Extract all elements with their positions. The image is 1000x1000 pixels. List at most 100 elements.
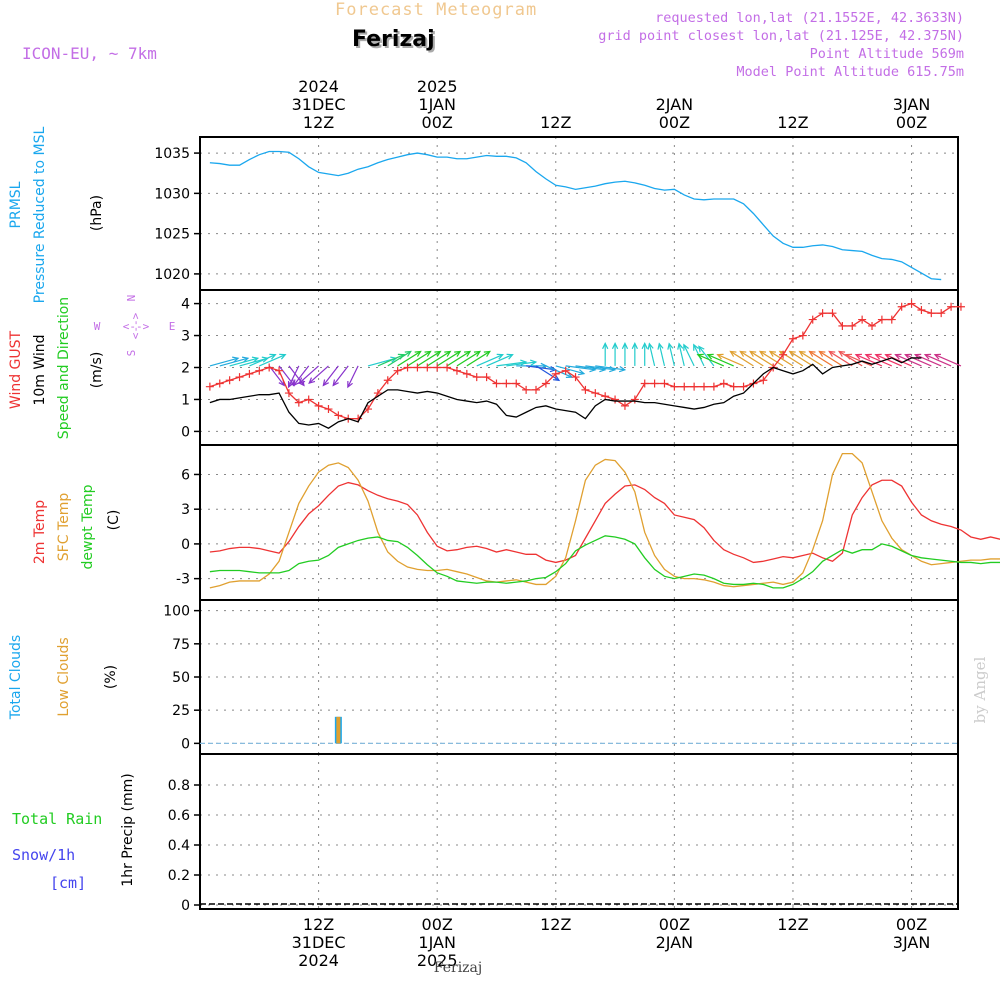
wind-gust-point [680, 382, 689, 391]
temperature-ytick-label: 3 [181, 502, 190, 518]
pressure-label-unit: (hPa) [89, 195, 105, 231]
wind-direction-arrowhead [808, 350, 816, 357]
wind-direction-arrowhead [647, 342, 654, 350]
wind-direction-arrowhead [577, 369, 586, 376]
wind-ytick-label: 1 [181, 392, 190, 408]
wind-direction-arrow [759, 350, 784, 367]
wind-direction-arrow [905, 354, 932, 367]
wind-direction-arrow [417, 350, 441, 367]
temperature-ytick-label: 0 [181, 537, 190, 553]
wind-direction-arrow [288, 365, 300, 388]
wind-label-unit: (m/s) [89, 352, 105, 389]
wind-direction-arrowhead [308, 377, 316, 385]
time-axis-bottom-label: 12Z [540, 915, 571, 934]
wind-gust-line [209, 302, 961, 420]
wind-direction-arrow [885, 354, 912, 367]
precipitation-ytick-label: 0.8 [168, 778, 190, 794]
wind-gust-point [917, 305, 926, 314]
wind-gust-point [225, 376, 234, 385]
temperature-panel: -3 0 3 6 [176, 444, 959, 601]
wind-direction-arrow [565, 365, 596, 371]
wind-gust-point [205, 382, 214, 391]
wind-direction-arrow [855, 354, 883, 367]
wind-gust-point [798, 331, 807, 340]
wind-direction-arrow [698, 346, 715, 367]
wind-direction-arrow [476, 354, 503, 367]
clouds-ytick-label: 75 [172, 637, 190, 653]
wind-direction-arrowhead [292, 379, 300, 387]
time-axis-bottom-label: 12Z [777, 915, 808, 934]
wind-direction-arrow [845, 354, 873, 367]
precipitation-ytick-label: 0.6 [168, 808, 190, 824]
wind-gust-point [284, 389, 293, 398]
precip-legend-snow: Snow/1h [12, 846, 75, 864]
wind-direction-arrow [446, 350, 471, 367]
wind-direction-arrow [535, 365, 560, 381]
point-altitude: Point Altitude 569m [809, 46, 964, 62]
wind-direction-arrowhead [602, 342, 609, 350]
wind-gust-point [877, 315, 886, 324]
temperature-frame [199, 444, 959, 601]
wind-gust-point [334, 411, 343, 420]
time-axis-top-label: 2025 [417, 77, 458, 96]
wind-direction-arrow [575, 365, 606, 371]
wind-direction-arrow [924, 354, 952, 367]
wind-direction-arrow [668, 343, 675, 367]
wind-direction-arrowhead [683, 343, 689, 351]
wind-direction-arrowhead [798, 350, 806, 357]
requested-coords: requested lon,lat (21.1552E, 42.3633N) [655, 10, 964, 26]
time-axis-bottom-label: 2025 [417, 951, 458, 970]
wind-gust-point [868, 321, 877, 330]
wind-direction-arrowhead [552, 374, 561, 382]
time-axis-top-label: 31DEC [292, 95, 346, 114]
precipitation-ytick-label: 0 [181, 898, 190, 914]
wind-ytick-label: 3 [181, 329, 190, 345]
wind-direction-arrow [229, 357, 258, 367]
wind-gust-point [571, 373, 580, 382]
wind-direction-arrow [436, 350, 461, 367]
wind-direction-arrow [526, 365, 556, 371]
time-axis-bottom-label: 1JAN [418, 933, 456, 952]
precip-legend-rain: Total Rain [12, 810, 102, 828]
wind-direction-arrow [934, 354, 962, 367]
wind-direction-arrowhead [894, 353, 902, 360]
temp-label-sfc: SFC Temp [56, 493, 72, 562]
wind-gust-point [215, 379, 224, 388]
compass-east: E [169, 320, 176, 333]
clouds-ytick-label: 50 [172, 670, 190, 686]
wind-gust-point [235, 373, 244, 382]
wind-direction-arrow [799, 350, 823, 367]
wind-gust-point [729, 382, 738, 391]
wind-gust-point [897, 302, 906, 311]
temp-series-0 [209, 479, 1000, 564]
wind-direction-arrow [838, 350, 863, 367]
wind-gust-point [423, 363, 432, 372]
wind-direction-arrowhead [424, 350, 432, 357]
wind-direction-arrow [456, 350, 481, 367]
wind-gust-point [947, 302, 956, 311]
wind-gust-point [245, 369, 254, 378]
clouds-ytick-label: 25 [172, 703, 190, 719]
wind-direction-arrow [585, 365, 616, 371]
wind-direction-arrow [259, 354, 286, 367]
wind-direction-arrow [828, 350, 853, 367]
wind-ytick-label: 4 [181, 297, 190, 313]
wind-gust-point [779, 350, 788, 359]
wind-gust-point [532, 385, 541, 394]
compass-west: W [94, 320, 101, 333]
wind-direction-arrow [466, 350, 491, 367]
wind-direction-arrow [387, 350, 412, 367]
wind-direction-arrowhead [698, 345, 705, 353]
compass-south: S [125, 350, 138, 357]
wind-direction-arrow [875, 354, 902, 367]
wind-direction-arrowhead [716, 353, 724, 360]
wind-gust-point [848, 321, 857, 330]
wind-direction-arrow [332, 365, 349, 386]
wind-ytick-label: 0 [181, 424, 190, 440]
wind-direction-arrow [209, 357, 239, 367]
wind-direction-arrowhead [693, 343, 699, 351]
wind-direction-arrowhead [788, 350, 796, 357]
time-axis-top-label: 2JAN [656, 95, 694, 114]
wind-gust-point [433, 363, 442, 372]
model-name: ICON-EU, ~ 7km [22, 44, 157, 63]
